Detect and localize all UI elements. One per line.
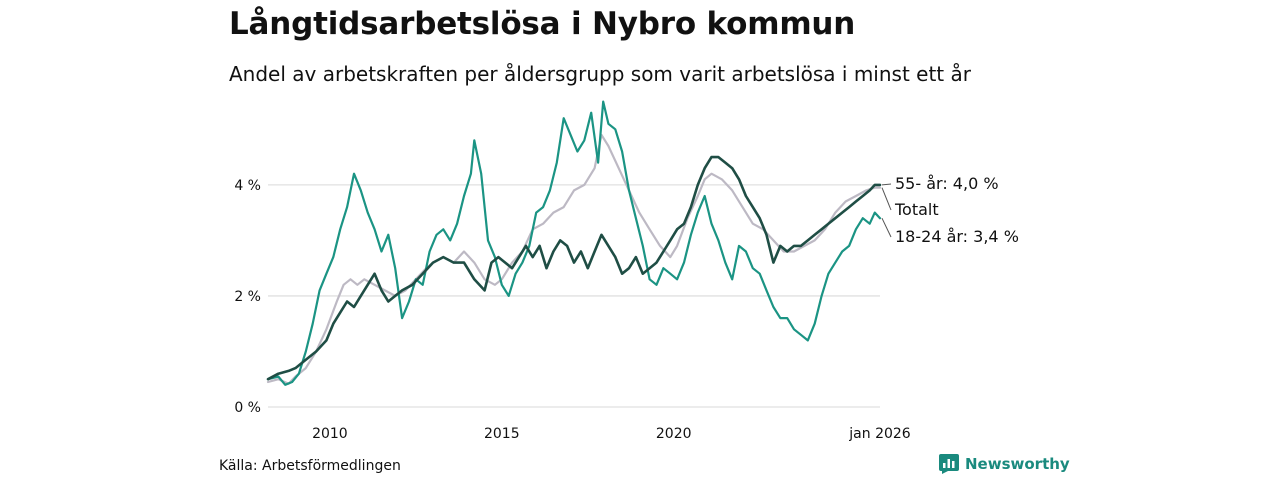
source-note: Källa: Arbetsförmedlingen — [219, 458, 401, 474]
chart-subtitle: Andel av arbetskraften per åldersgrupp s… — [229, 62, 971, 86]
series-end-label: 18-24 år: 3,4 % — [895, 227, 1019, 246]
series-line-55-r — [266, 155, 882, 381]
label-leader-line — [881, 217, 892, 238]
x-tick-label: 2010 — [312, 426, 348, 442]
chart-title: Långtidsarbetslösa i Nybro kommun — [229, 6, 856, 42]
newsworthy-logo-icon — [939, 454, 959, 474]
brand-logo: Newsworthy — [939, 454, 1070, 474]
series-end-label: Totalt — [894, 200, 939, 219]
brand-name: Newsworthy — [965, 455, 1070, 473]
label-leader-line — [881, 183, 892, 186]
series-end-label: 55- år: 4,0 % — [895, 174, 999, 193]
x-tick-label: 2020 — [656, 426, 692, 442]
y-tick-label: 2 % — [234, 289, 261, 305]
series-end-labels: 55- år: 4,0 % Totalt 18-24 år: 3,4 % — [881, 174, 1019, 246]
series-lines — [266, 100, 882, 386]
gridlines — [268, 184, 880, 408]
y-tick-label: 4 % — [234, 178, 261, 194]
y-tick-label: 0 % — [234, 400, 261, 416]
series-line-18-24-r — [266, 100, 882, 386]
x-tick-label: 2015 — [484, 426, 520, 442]
x-tick-label: jan 2026 — [848, 426, 911, 442]
axis-labels: 0 % 2 % 4 % 2010 2015 2020 jan 2026 — [234, 178, 910, 442]
line-chart: 0 % 2 % 4 % 2010 2015 2020 jan 2026 55- år: 4,… — [234, 100, 1019, 442]
series-line-totalt — [266, 133, 882, 385]
label-leader-line — [881, 187, 892, 211]
